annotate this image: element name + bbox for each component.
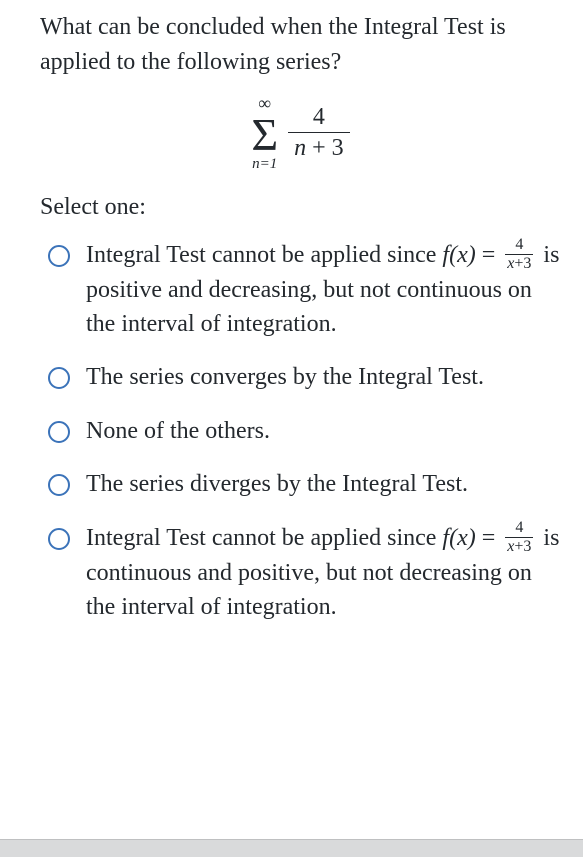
fraction-denominator: n + 3: [288, 132, 350, 161]
option-opt-e[interactable]: Integral Test cannot be applied since f(…: [40, 512, 561, 634]
option-opt-b[interactable]: The series converges by the Integral Tes…: [40, 351, 561, 405]
inline-fraction-num: 4: [513, 237, 525, 254]
question-text: What can be concluded when the Integral …: [40, 10, 561, 80]
equals-sign: =: [476, 525, 502, 551]
inline-fraction-num: 4: [513, 520, 525, 537]
radio-button[interactable]: [48, 528, 70, 550]
options-list: Integral Test cannot be applied since f(…: [40, 229, 561, 634]
option-text: None of the others.: [86, 415, 561, 449]
option-text-pre: Integral Test cannot be applied since: [86, 242, 442, 268]
option-text: Integral Test cannot be applied since f(…: [86, 522, 561, 624]
inline-fraction: 4x+3: [505, 520, 533, 555]
option-text-pre: Integral Test cannot be applied since: [86, 525, 442, 551]
option-opt-a[interactable]: Integral Test cannot be applied since f(…: [40, 229, 561, 351]
option-text-pre: The series diverges by the Integral Test…: [86, 471, 468, 497]
option-text-pre: The series converges by the Integral Tes…: [86, 364, 484, 390]
select-one-label: Select one:: [40, 194, 561, 221]
series-formula: ∞ Σ n=1 4 n + 3: [40, 94, 561, 172]
sigma-lower-limit: n=1: [252, 157, 277, 172]
option-opt-d[interactable]: The series diverges by the Integral Test…: [40, 458, 561, 512]
fx-symbol: f(x): [442, 242, 475, 268]
sigma-expression: ∞ Σ n=1 4 n + 3: [251, 94, 349, 172]
radio-button[interactable]: [48, 245, 70, 267]
question-page: What can be concluded when the Integral …: [0, 0, 583, 644]
bottom-bar: [0, 839, 583, 857]
radio-button[interactable]: [48, 367, 70, 389]
sigma-symbol: Σ: [251, 114, 278, 155]
option-text-pre: None of the others.: [86, 418, 270, 444]
inline-fraction: 4x+3: [505, 237, 533, 272]
inline-fraction-den: x+3: [505, 537, 533, 555]
option-text: The series converges by the Integral Tes…: [86, 361, 561, 395]
radio-button[interactable]: [48, 421, 70, 443]
equals-sign: =: [476, 242, 502, 268]
option-text: The series diverges by the Integral Test…: [86, 468, 561, 502]
option-opt-c[interactable]: None of the others.: [40, 405, 561, 459]
inline-fraction-den: x+3: [505, 254, 533, 272]
option-text: Integral Test cannot be applied since f(…: [86, 239, 561, 341]
sigma-stack: ∞ Σ n=1: [251, 94, 278, 172]
fx-symbol: f(x): [442, 525, 475, 551]
fraction-numerator: 4: [307, 104, 331, 132]
radio-button[interactable]: [48, 474, 70, 496]
series-fraction: 4 n + 3: [288, 104, 350, 162]
